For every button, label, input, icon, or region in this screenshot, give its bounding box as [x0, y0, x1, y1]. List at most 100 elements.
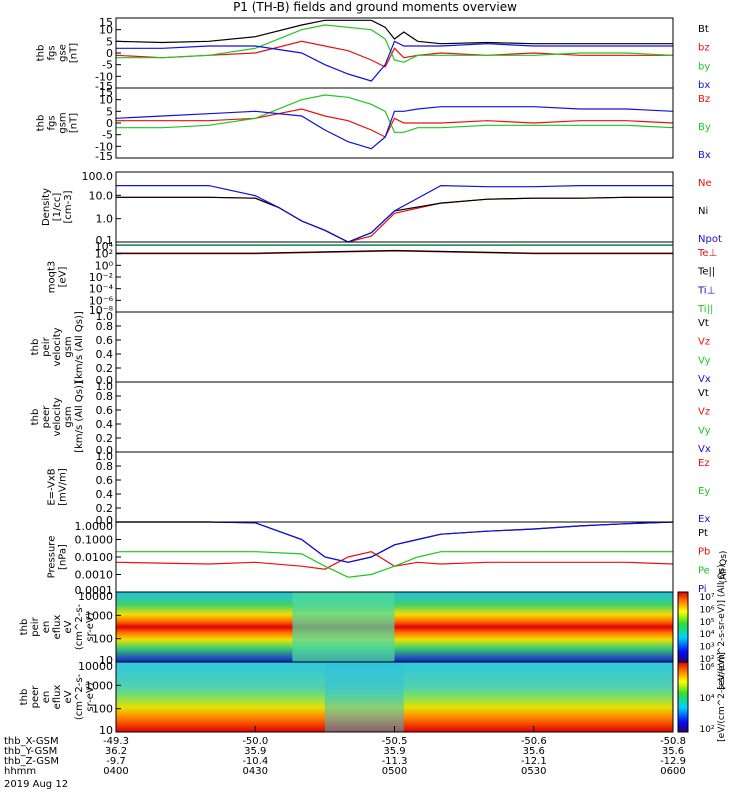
- y-tick-label: 0.0100: [75, 551, 114, 564]
- colorbar-electrons-tick: 10²: [699, 725, 714, 735]
- y-axis-label: [nT]: [69, 113, 80, 133]
- y-tick-label: 0.6: [96, 404, 114, 417]
- panel-frame-p5: [115, 311, 674, 383]
- legend-entry: Vz: [698, 407, 710, 418]
- series-line-bx: [116, 40, 673, 82]
- panel-frame-p4: [115, 241, 674, 313]
- x-row-label: thb_Y-GSM: [4, 746, 57, 757]
- legend-entry: Vt: [698, 318, 709, 329]
- colorbar-electrons-tick: 10⁴: [699, 694, 714, 704]
- colorbar-ions-tick: 10⁷: [699, 593, 714, 603]
- y-axis-label: gsm: [63, 336, 74, 357]
- panel-frame-p3: [115, 171, 674, 243]
- legend-entry: Ti⊥: [697, 285, 715, 296]
- colorbar-electrons-bar: [677, 661, 689, 733]
- legend-entry: Te||: [697, 267, 715, 278]
- y-axis-label: [eV]: [58, 267, 69, 288]
- legend-entry: Ey: [698, 486, 710, 497]
- y-tick-label: 1.0: [96, 213, 114, 226]
- y-axis-label: en: [41, 691, 52, 704]
- y-tick-label: -10: [95, 140, 113, 153]
- y-axis-label: [nPa]: [58, 544, 69, 570]
- legend-entry: by: [698, 61, 710, 72]
- y-tick-label: 10: [99, 654, 113, 667]
- y-axis-label: thb: [30, 339, 41, 356]
- y-tick-label: 10⁰: [95, 259, 114, 272]
- legend-entry: By: [698, 122, 711, 133]
- electron-spectrogram-gap: [324, 662, 404, 732]
- series-layer: [115, 19, 674, 578]
- panel-frame-p7: [115, 451, 674, 523]
- y-axis-label: thb: [19, 689, 30, 706]
- y-tick-label: 0.0: [96, 444, 114, 457]
- legend-entry: bz: [698, 43, 710, 54]
- y-axis-label: en: [41, 621, 52, 634]
- y-tick-label: 0.2: [96, 432, 114, 445]
- date-label: 2019 Aug 12: [4, 779, 68, 790]
- colorbar-electrons-label: [eV/(cm^2-s-sr-eV)]: [717, 652, 727, 742]
- legend-entry: Pe: [698, 565, 710, 576]
- y-axis-label: E=-VxB: [47, 468, 58, 505]
- y-axis-label: [km/s (All Qs)]: [74, 381, 85, 453]
- y-tick-label: 0.2: [96, 502, 114, 515]
- y-tick-label: 0.8: [96, 390, 114, 403]
- panel-frame-p2: [115, 87, 674, 159]
- legend-entry: bx: [698, 80, 710, 91]
- x-tick-label: 35.9: [244, 746, 266, 757]
- x-tick-label: 35.6: [523, 746, 545, 757]
- colorbar-electrons-tick: 10⁶: [699, 663, 714, 673]
- spectrogram-layer: [116, 592, 673, 732]
- legend-entry: Vt: [698, 388, 709, 399]
- x-tick-label: -50.0: [242, 736, 268, 747]
- y-tick-label: 100: [92, 703, 113, 716]
- y-tick-label: 0.2: [96, 362, 114, 375]
- series-line-bz: [116, 108, 674, 138]
- y-tick-label: -5: [102, 129, 113, 142]
- y-axis-label: sr-eV): [85, 682, 96, 711]
- y-axis-label: [nT]: [69, 43, 80, 63]
- x-tick-label: 0600: [660, 766, 685, 777]
- y-axis-label: eflux: [52, 685, 63, 710]
- y-axis-label: [1/cc]: [52, 193, 63, 222]
- x-row-label: thb_X-GSM: [4, 736, 59, 747]
- legend-entry: Ne: [698, 178, 712, 189]
- y-axis-label: fgs: [47, 115, 58, 130]
- y-tick-label: 10⁻²: [89, 271, 113, 284]
- y-tick-label: 10: [99, 724, 113, 737]
- colorbar-ions-tick: 10⁴: [699, 630, 714, 640]
- x-row-label: thb_Z-GSM: [4, 756, 59, 767]
- y-axis-label: peer: [41, 405, 52, 429]
- series-line-te-: [116, 249, 673, 254]
- legend-entry: Npot: [698, 234, 722, 245]
- y-tick-label: 5: [106, 105, 113, 118]
- y-axis-label: peir: [41, 336, 52, 356]
- x-tick-label: 0500: [382, 766, 407, 777]
- x-tick-label: 35.9: [383, 746, 405, 757]
- y-axis-label: peir: [30, 616, 41, 636]
- series-line-by: [116, 94, 674, 133]
- series-line-bt: [115, 19, 673, 45]
- colorbar-ions-tick: 10⁶: [699, 605, 714, 615]
- x-tick-label: 0400: [103, 766, 128, 777]
- y-tick-label: 1.0000: [75, 520, 114, 533]
- y-tick-label: 0.8: [96, 320, 114, 333]
- x-tick-label: -12.9: [660, 756, 686, 767]
- series-line-pt: [116, 521, 674, 563]
- legend-entry: Ti||: [697, 304, 713, 315]
- y-tick-label: 0.8: [96, 460, 114, 473]
- y-tick-label: 0.1: [96, 234, 114, 247]
- y-tick-label: 10: [99, 24, 113, 37]
- y-axis-label: thb: [36, 45, 47, 62]
- y-tick-label: 0.0: [96, 514, 114, 527]
- x-tick-label: -50.8: [660, 736, 686, 747]
- y-tick-label: 1.0: [96, 310, 114, 323]
- y-axis-label: [km/s (All Qs)]: [74, 311, 85, 383]
- legend-entry: Vx: [698, 374, 711, 385]
- y-tick-label: 0.4: [96, 488, 114, 501]
- x-tick-label: -49.3: [103, 736, 129, 747]
- legend-entry: Vz: [698, 337, 710, 348]
- y-tick-label: -15: [95, 150, 113, 163]
- axes-layer: [115, 17, 689, 733]
